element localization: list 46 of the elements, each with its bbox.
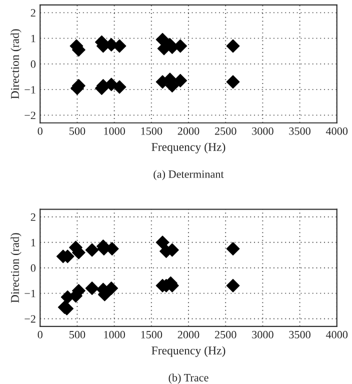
x-tick-label: 0 xyxy=(38,127,42,135)
x-tick-label: 0 xyxy=(38,330,42,338)
x-tick-label: 3500 xyxy=(289,330,310,338)
y-tick-label: −1 xyxy=(24,86,36,94)
x-tick-label: 3500 xyxy=(289,127,310,135)
point xyxy=(104,281,118,295)
y-tick-label: 2 xyxy=(30,9,36,17)
point xyxy=(85,243,99,257)
x-tick-label: 1000 xyxy=(104,127,125,135)
x-tick-label: 2000 xyxy=(178,127,200,135)
point xyxy=(156,236,170,250)
x-axis-title: Frequency (Hz) xyxy=(152,346,226,357)
y-tick-label: 1 xyxy=(31,238,36,246)
x-axis-title: Frequency (Hz) xyxy=(152,142,226,154)
text: (b) Trace xyxy=(168,374,208,384)
point xyxy=(226,242,240,256)
y-tick-label: −1 xyxy=(24,290,36,298)
x-tick-label: 2500 xyxy=(214,127,236,135)
text: (a) Determinant xyxy=(154,170,224,180)
y-tick-label: 2 xyxy=(30,213,36,221)
point xyxy=(85,281,99,295)
x-tick-label: 4000 xyxy=(326,330,348,338)
point xyxy=(112,80,126,94)
y-tick-label: −2 xyxy=(24,315,36,323)
y-axis-title: Direction (rad) xyxy=(10,233,22,303)
y-axis-title: Direction (rad) xyxy=(10,29,22,99)
y-tick-label: 1 xyxy=(31,34,36,42)
x-tick-label: 500 xyxy=(70,330,86,338)
point xyxy=(174,39,188,53)
point xyxy=(226,39,240,53)
point xyxy=(226,75,240,89)
y-tick-label: 0 xyxy=(30,60,36,68)
x-tick-label: 2500 xyxy=(214,330,236,338)
point xyxy=(226,278,240,292)
x-tick-label: 3000 xyxy=(252,330,274,338)
y-tick-label: −2 xyxy=(24,112,36,120)
x-tick-label: 1000 xyxy=(104,330,125,338)
point xyxy=(112,39,126,53)
x-tick-label: 3000 xyxy=(252,127,274,135)
x-tick-label: 1500 xyxy=(141,127,162,135)
point xyxy=(174,74,188,88)
x-tick-label: 4000 xyxy=(326,127,348,135)
x-tick-label: 1500 xyxy=(141,330,162,338)
y-tick-label: 0 xyxy=(30,264,36,272)
x-tick-label: 2000 xyxy=(178,330,200,338)
x-tick-label: 500 xyxy=(70,127,86,135)
